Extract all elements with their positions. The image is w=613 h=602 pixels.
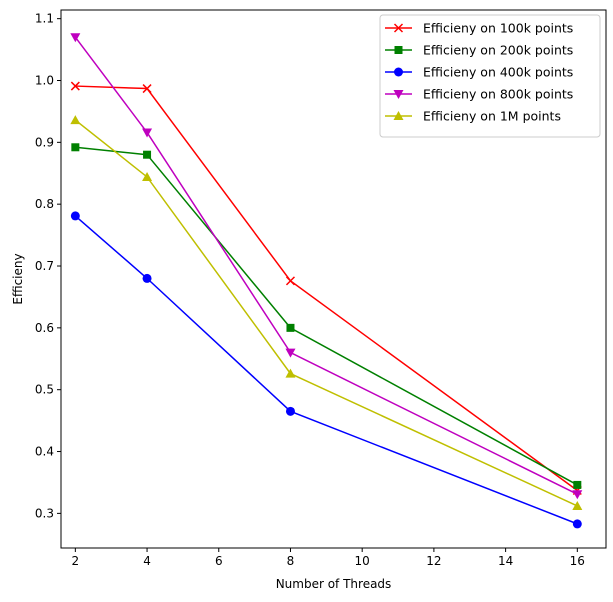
series-line [74, 36, 578, 495]
data-point [572, 490, 583, 500]
y-tick-label: 0.4 [35, 445, 54, 459]
series-4 [70, 33, 583, 500]
y-axis-label: Efficieny [11, 253, 25, 304]
legend-item: Efficieny on 100k points [385, 21, 573, 36]
legend-marker [393, 111, 404, 120]
data-point [142, 273, 152, 283]
x-tick-label: 14 [498, 554, 513, 568]
legend-item: Efficieny on 800k points [385, 87, 573, 102]
legend-marker [393, 23, 404, 33]
y-tick-label: 0.6 [35, 321, 54, 335]
series-line [75, 146, 578, 486]
y-tick-label: 1.1 [35, 12, 54, 26]
legend-marker [393, 90, 404, 99]
data-point [142, 128, 153, 138]
legend-item: Efficieny on 1M points [385, 109, 561, 124]
data-point [143, 150, 152, 159]
x-tick-label: 2 [72, 554, 80, 568]
legend-item: Efficieny on 200k points [385, 43, 573, 58]
data-point [572, 500, 583, 510]
series-5 [70, 115, 583, 510]
marker-stroke [285, 276, 296, 286]
data-point [70, 115, 81, 125]
marker-stroke [393, 23, 404, 33]
legend-label: Efficieny on 800k points [423, 87, 573, 102]
data-point [142, 84, 152, 94]
y-axis: 0.3 0.4 0.5 0.6 0.7 0.8 0.9 1.0 1.1 [35, 12, 61, 520]
legend-marker [394, 46, 403, 54]
marker-stroke [70, 81, 80, 91]
data-point [70, 211, 80, 221]
data-point [142, 171, 153, 181]
data-point [285, 406, 295, 416]
x-tick-label: 10 [355, 554, 370, 568]
legend-marker [394, 67, 403, 77]
x-tick-label: 16 [570, 554, 585, 568]
series-layer [70, 33, 583, 529]
y-tick-label: 0.8 [35, 197, 54, 211]
data-point [70, 33, 81, 43]
series-line [74, 119, 578, 507]
data-point [71, 143, 80, 152]
data-point [285, 348, 296, 358]
data-point [285, 368, 296, 378]
y-tick-label: 1.0 [35, 73, 54, 87]
legend-label: Efficieny on 1M points [423, 109, 561, 124]
y-tick-label: 0.7 [35, 259, 54, 273]
y-tick-label: 0.5 [35, 383, 54, 397]
series-1 [70, 81, 582, 496]
legend-item: Efficieny on 400k points [385, 65, 573, 80]
y-tick-label: 0.9 [35, 135, 54, 149]
data-point [285, 276, 296, 286]
x-tick-label: 8 [287, 554, 295, 568]
x-tick-label: 6 [215, 554, 223, 568]
y-tick-label: 0.3 [35, 506, 54, 520]
data-point [70, 81, 80, 91]
legend-label: Efficieny on 100k points [423, 21, 573, 36]
series-line [75, 85, 578, 492]
legend: Efficieny on 100k points Efficieny on 200… [379, 14, 601, 138]
x-tick-label: 12 [426, 554, 441, 568]
plot-frame [60, 9, 607, 549]
marker-stroke [142, 84, 152, 94]
x-axis: 2 4 6 8 10 12 14 16 [72, 548, 585, 568]
series-line [74, 215, 578, 525]
legend-label: Efficieny on 400k points [423, 65, 573, 80]
x-axis-label: Number of Threads [276, 577, 392, 591]
legend-label: Efficieny on 200k points [423, 43, 573, 58]
data-point [573, 480, 582, 489]
data-point [286, 323, 295, 332]
x-tick-label: 4 [143, 554, 151, 568]
data-point [572, 519, 582, 529]
legend-box [379, 14, 601, 138]
series-3 [70, 211, 582, 529]
